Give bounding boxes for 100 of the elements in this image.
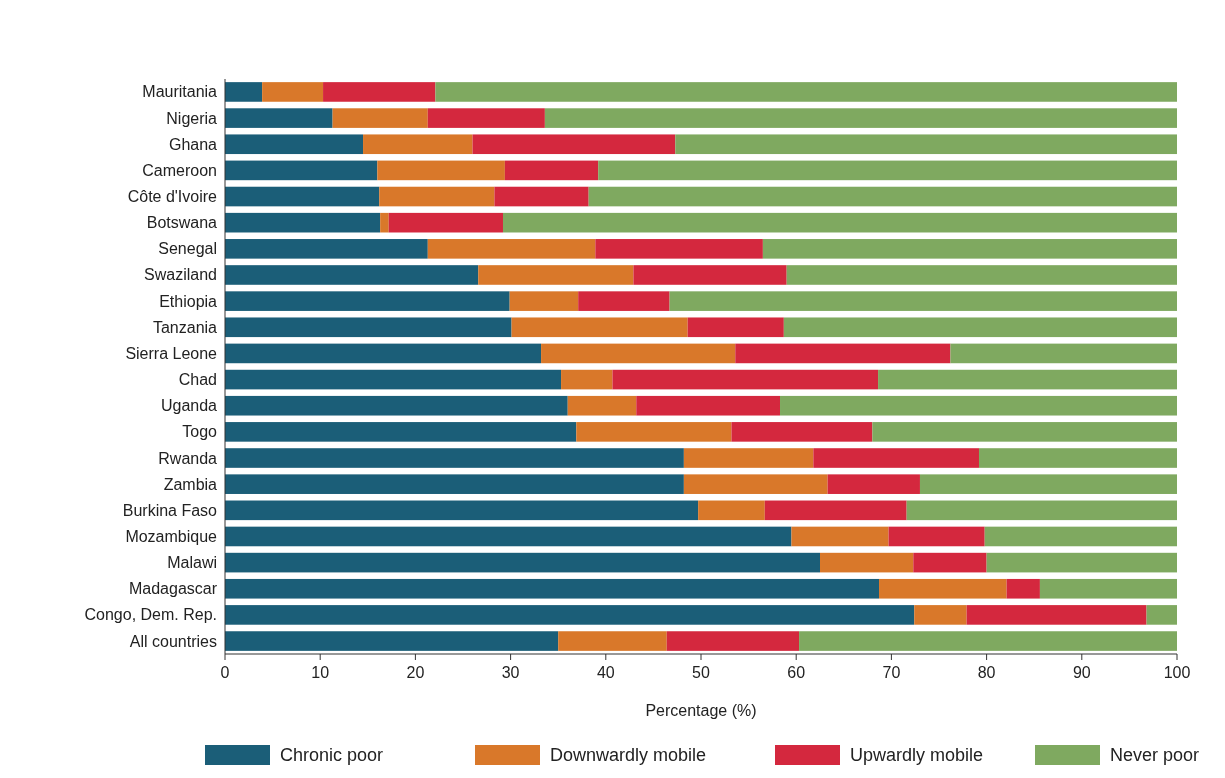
bar	[363, 134, 473, 155]
bar	[225, 474, 684, 494]
y-tick-label: Ethiopia	[159, 292, 218, 310]
y-tick-label: Burkina Faso	[122, 501, 218, 519]
bar	[225, 448, 684, 468]
bar	[780, 395, 1177, 416]
y-tick-label: Uganda	[160, 397, 218, 415]
y-tick-label: Cameroon	[142, 161, 217, 179]
bar	[820, 552, 914, 573]
bar	[813, 448, 979, 468]
y-tick-label: Ghana	[168, 135, 218, 153]
y-tick-label: Chad	[178, 371, 217, 389]
bar	[567, 395, 637, 416]
y-tick-label: All countries	[129, 632, 217, 650]
bar	[558, 631, 667, 651]
bar	[1039, 578, 1177, 599]
bar	[984, 526, 1177, 547]
bar	[950, 343, 1177, 364]
y-tick-label: Togo	[182, 423, 218, 441]
bar	[225, 291, 510, 311]
bar	[502, 212, 1177, 233]
bar	[561, 369, 613, 390]
bar	[791, 526, 889, 547]
y-tick-label: Malawi	[167, 554, 217, 572]
bar	[683, 448, 814, 468]
bar	[225, 82, 263, 102]
legend-label: Upwardly mobile	[850, 745, 984, 765]
bar	[576, 422, 732, 442]
y-tick-label: Mauritania	[142, 83, 218, 101]
bar	[225, 369, 562, 390]
bar	[799, 631, 1177, 651]
bar	[504, 160, 599, 181]
bar	[636, 395, 781, 416]
bar	[675, 134, 1177, 155]
bar	[511, 317, 688, 338]
x-tick-label: 70	[882, 664, 901, 681]
bar	[509, 291, 579, 311]
y-tick-label: Swaziland	[144, 266, 217, 284]
bar	[598, 160, 1177, 181]
bar	[827, 474, 920, 494]
bar	[872, 422, 1177, 442]
bar	[612, 369, 879, 390]
x-axis-title: Percentage (%)	[645, 702, 757, 719]
bar	[683, 474, 828, 494]
x-tick-label: 0	[220, 664, 230, 681]
bar	[225, 526, 792, 547]
x-tick-label: 50	[692, 664, 710, 681]
bar	[225, 395, 568, 416]
bar	[380, 212, 389, 233]
x-tick-label: 40	[596, 664, 615, 681]
bar	[595, 239, 763, 259]
bar	[427, 239, 596, 259]
bar	[578, 291, 670, 311]
y-tick-label: Mozambique	[125, 527, 218, 545]
bar	[225, 422, 577, 442]
y-tick-label: Sierra Leone	[125, 344, 218, 362]
legend-label: Never poor	[1110, 745, 1200, 765]
bar	[544, 108, 1177, 128]
y-tick-label: Congo, Dem. Rep.	[84, 606, 217, 624]
legend-label: Chronic poor	[280, 745, 384, 765]
bar	[669, 291, 1177, 311]
bar	[225, 631, 559, 651]
y-tick-label: Nigeria	[166, 109, 218, 127]
bar	[225, 317, 512, 338]
x-tick-label: 30	[501, 664, 520, 681]
bar	[966, 605, 1147, 625]
y-tick-label: Senegal	[158, 240, 217, 258]
x-tick-label: 60	[787, 664, 806, 681]
bar	[225, 134, 364, 155]
bar	[888, 526, 985, 547]
bar	[225, 605, 915, 625]
bar	[633, 265, 787, 285]
bar	[783, 317, 1177, 338]
bar	[914, 605, 967, 625]
bar	[735, 343, 951, 364]
x-tick-label: 20	[406, 664, 425, 681]
bar	[427, 108, 545, 128]
bar	[666, 631, 800, 651]
bar	[1006, 578, 1040, 599]
bar	[588, 186, 1177, 207]
bar	[541, 343, 736, 364]
bar	[388, 212, 503, 233]
y-tick-label: Rwanda	[158, 449, 218, 467]
bar	[906, 500, 1177, 521]
bar	[913, 552, 987, 573]
bar	[478, 265, 634, 285]
bar	[225, 186, 380, 207]
bar	[225, 578, 880, 599]
bar	[472, 134, 676, 155]
x-tick-label: 90	[1072, 664, 1091, 681]
bar	[225, 108, 333, 128]
bar	[879, 578, 1007, 599]
y-tick-label: Côte d'Ivoire	[127, 188, 218, 206]
x-tick-label: 100	[1163, 664, 1191, 681]
bar	[377, 160, 505, 181]
bar	[762, 239, 1177, 259]
bar	[262, 82, 324, 102]
bar	[764, 500, 907, 521]
y-tick-label: Madagascar	[128, 580, 218, 598]
bar	[698, 500, 765, 521]
